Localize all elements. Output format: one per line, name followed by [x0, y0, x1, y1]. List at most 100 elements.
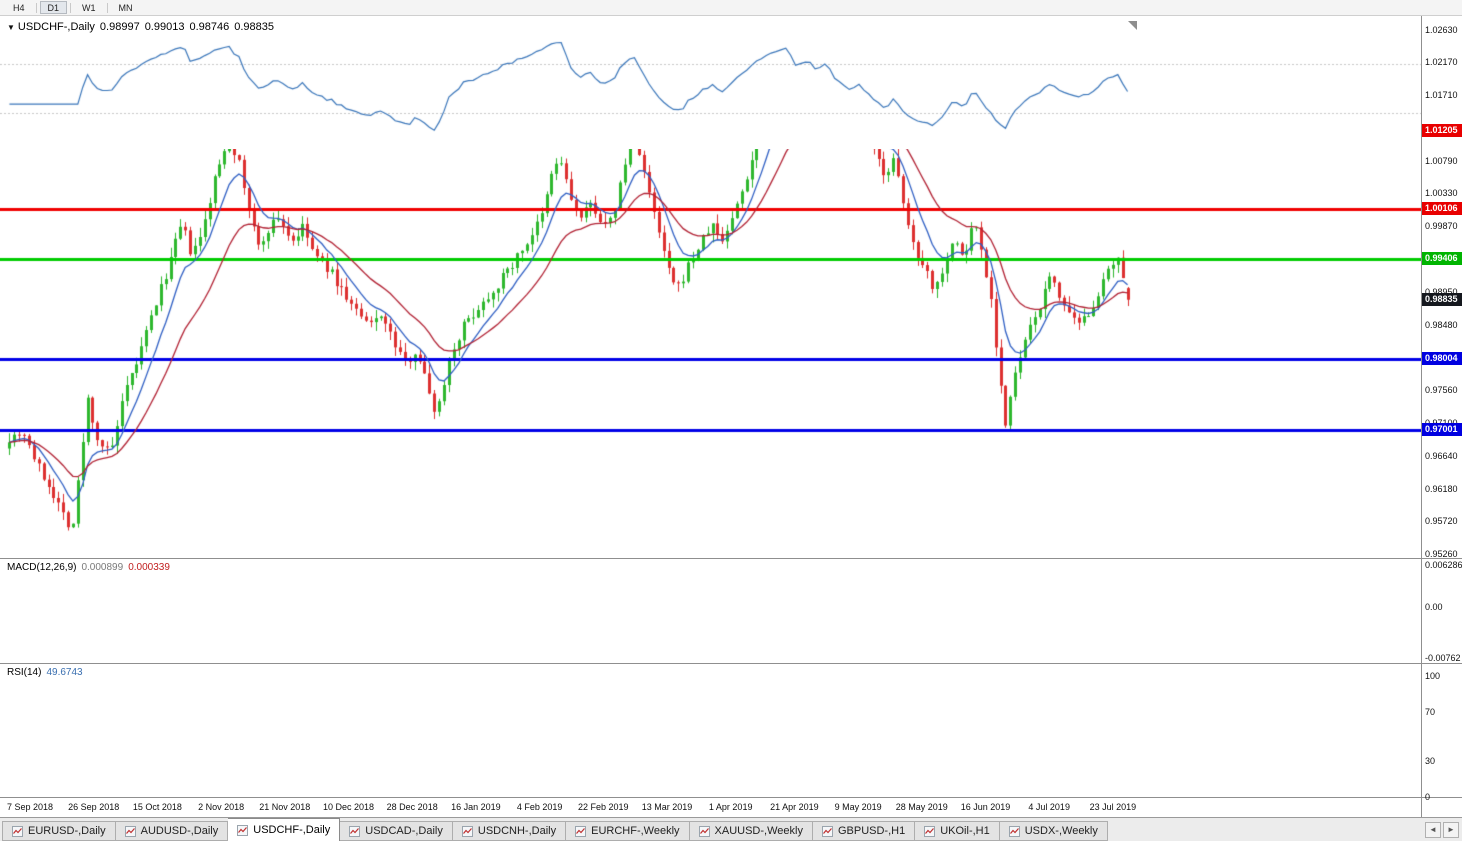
- chart-shift-marker[interactable]: [1128, 21, 1137, 30]
- panel-divider-rsi[interactable]: [0, 663, 1462, 664]
- price-tag: 1.01205: [1422, 124, 1462, 138]
- chart-icon: [1008, 825, 1020, 837]
- chart-tab-usdcad-daily[interactable]: USDCAD-,Daily: [340, 821, 453, 841]
- chart-tab-eurchf-weekly[interactable]: EURCHF-,Weekly: [566, 821, 690, 841]
- chart-tab-xauusd-weekly[interactable]: XAUUSD-,Weekly: [689, 821, 813, 841]
- time-axis-label: 2 Nov 2018: [198, 802, 245, 812]
- chart-tab-label: EURCHF-,Weekly: [591, 825, 680, 837]
- chart-tabs: EURUSD-,Daily AUDUSD-,Daily USDCHF-,Daily U…: [2, 818, 1108, 841]
- chart-tab-label: USDCAD-,Daily: [365, 825, 443, 837]
- time-axis-label: 15 Oct 2018: [132, 802, 182, 812]
- chart-tab-gbpusd-h1[interactable]: GBPUSD-,H1: [812, 821, 916, 841]
- price-axis-label: 0.95260: [1425, 549, 1458, 560]
- timeframe-button-w1[interactable]: W1: [82, 3, 96, 13]
- time-axis-label: 7 Sep 2018: [6, 802, 54, 812]
- panel-divider-time: [0, 797, 1462, 798]
- price-axis-label: 0.96180: [1425, 483, 1458, 494]
- macd-label: MACD(12,26,9) 0.000899 0.000339: [7, 562, 175, 573]
- chart-icon: [821, 825, 833, 837]
- time-axis-label: 4 Jul 2019: [1028, 802, 1070, 812]
- chart-tab-label: USDCHF-,Daily: [253, 824, 331, 836]
- toolbar-separator: [35, 2, 37, 13]
- time-axis-label: 13 Mar 2019: [641, 802, 693, 812]
- price-tag: 0.98835: [1422, 292, 1462, 306]
- chart-icon: [12, 825, 23, 837]
- chart-tab-usdchf-daily[interactable]: USDCHF-,Daily: [228, 818, 341, 841]
- price-axis-label: 1.00790: [1425, 155, 1458, 166]
- time-axis-label: 16 Jan 2019: [451, 802, 501, 812]
- chart-icon: [575, 825, 587, 837]
- chart-tab-usdx-weekly[interactable]: USDX-,Weekly: [999, 821, 1108, 841]
- rsi-value: 49.6743: [46, 667, 83, 678]
- macd-signal-value: 0.000339: [128, 562, 170, 573]
- time-axis-label: 21 Apr 2019: [770, 802, 819, 812]
- chart-tab-eurusd-daily[interactable]: EURUSD-,Daily: [2, 821, 116, 841]
- time-axis-label: 1 Apr 2019: [708, 802, 753, 812]
- chart-tab-label: USDCNH-,Daily: [477, 825, 557, 837]
- chart-tab-label: USDX-,Weekly: [1024, 825, 1098, 837]
- time-axis-label: 23 Jul 2019: [1089, 802, 1137, 812]
- rsi-y-axis: 100 70 30 0: [1422, 664, 1462, 802]
- timeframe-button-d1[interactable]: D1: [39, 1, 68, 14]
- time-axis-label: 4 Feb 2019: [516, 802, 563, 812]
- time-axis-label: 16 Jun 2019: [960, 802, 1011, 812]
- chart-icon: [349, 825, 361, 837]
- rsi-name: RSI(14): [7, 667, 42, 678]
- rsi-axis-label: 0: [1425, 792, 1431, 802]
- chart-tab-usdcnh-daily[interactable]: USDCNH-,Daily: [452, 821, 567, 841]
- chart-tab-label: GBPUSD-,H1: [837, 825, 906, 837]
- ohlc-close: 0.98835: [234, 21, 274, 33]
- tab-scroll-left-button[interactable]: ◄: [1425, 822, 1441, 838]
- chart-icon: [237, 824, 249, 836]
- price-axis-label: 0.98480: [1425, 319, 1458, 330]
- price-axis-label: 0.98950: [1425, 286, 1458, 297]
- ohlc-high: 0.99013: [144, 21, 185, 33]
- ohlc-low: 0.98746: [189, 21, 230, 33]
- chart-tab-audusd-daily[interactable]: AUDUSD-,Daily: [115, 821, 229, 841]
- tab-scroll-right-button[interactable]: ►: [1443, 822, 1459, 838]
- price-axis-label: 1.02170: [1425, 57, 1458, 68]
- collapse-triangle-icon[interactable]: ▼: [7, 23, 15, 32]
- tab-scroll-buttons: ◄ ►: [1425, 822, 1459, 838]
- chart-icon: [698, 825, 710, 837]
- timeframe-button-h4[interactable]: H4: [13, 3, 25, 13]
- rsi-canvas[interactable]: [0, 16, 1421, 149]
- chart-icon: [124, 825, 136, 837]
- macd-name: MACD(12,26,9): [7, 562, 77, 573]
- time-axis-label: 21 Nov 2018: [259, 802, 311, 812]
- panel-divider-macd[interactable]: [0, 558, 1462, 559]
- chart-window: ▼ USDCHF-,Daily 0.98997 0.99013 0.98746 0.988…: [0, 16, 1462, 817]
- chart-tab-label: XAUUSD-,Weekly: [714, 825, 803, 837]
- macd-axis-label: 0.00: [1425, 602, 1443, 613]
- price-axis-label: 0.97100: [1425, 418, 1458, 428]
- price-axis-label: 0.97560: [1425, 385, 1458, 396]
- chart-icon: [461, 825, 473, 837]
- time-axis-label: 28 May 2019: [895, 802, 948, 812]
- time-axis: 7 Sep 2018 26 Sep 2018 15 Oct 2018 2 Nov 20…: [0, 798, 1421, 817]
- macd-axis-label: 0.006286: [1425, 560, 1462, 571]
- chart-tab-label: UKOil-,H1: [940, 825, 990, 837]
- time-axis-label: 28 Dec 2018: [386, 802, 438, 812]
- time-axis-label: 10 Dec 2018: [322, 802, 375, 812]
- toolbar-separator: [106, 2, 108, 13]
- rsi-label: RSI(14) 49.6743: [7, 667, 88, 678]
- macd-axis-label: -0.00762: [1425, 652, 1461, 663]
- axis-vertical-divider: [1421, 16, 1422, 817]
- timeframe-toolbar: H4 D1 W1 MN: [0, 0, 1462, 16]
- price-axis-label: 0.99870: [1425, 221, 1458, 232]
- rsi-axis-label: 30: [1425, 755, 1436, 766]
- rsi-axis-label: 100: [1425, 670, 1441, 681]
- rsi-axis-label: 70: [1425, 707, 1436, 718]
- price-axis-label: 0.95720: [1425, 516, 1458, 527]
- time-axis-label: 26 Sep 2018: [68, 802, 120, 812]
- price-tag: 0.97001: [1422, 423, 1462, 437]
- chart-symbol-period: USDCHF-,Daily: [17, 21, 95, 33]
- time-axis-label: 22 Feb 2019: [578, 802, 629, 812]
- chart-icon: [924, 825, 936, 837]
- price-tag: 0.99406: [1422, 252, 1462, 266]
- chart-tab-label: EURUSD-,Daily: [28, 825, 106, 837]
- chart-tab-bar: EURUSD-,Daily AUDUSD-,Daily USDCHF-,Daily U…: [0, 817, 1462, 841]
- chart-tab-ukoil-h1[interactable]: UKOil-,H1: [915, 821, 1000, 841]
- timeframe-button-mn[interactable]: MN: [118, 3, 133, 13]
- price-axis-label: 1.00330: [1425, 188, 1458, 199]
